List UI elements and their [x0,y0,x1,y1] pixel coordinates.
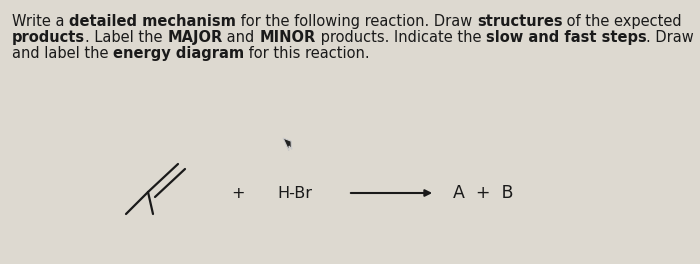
Text: Write a: Write a [12,14,69,29]
Text: H-Br: H-Br [277,186,312,200]
Text: MAJOR: MAJOR [167,30,223,45]
Text: and label the: and label the [12,46,113,61]
Text: products. Indicate the: products. Indicate the [316,30,486,45]
Text: structures: structures [477,14,563,29]
Text: . Label the: . Label the [85,30,167,45]
Text: . Draw: . Draw [647,30,694,45]
Text: A  +  B: A + B [453,184,514,202]
Text: for this reaction.: for this reaction. [244,46,370,61]
Text: for the following reaction. Draw: for the following reaction. Draw [236,14,477,29]
Text: energy diagram: energy diagram [113,46,244,61]
Text: products: products [12,30,85,45]
Text: and: and [223,30,260,45]
Text: detailed mechanism: detailed mechanism [69,14,236,29]
Polygon shape [283,138,292,151]
Text: of the expected: of the expected [563,14,682,29]
Text: MINOR: MINOR [260,30,316,45]
Text: +: + [231,186,245,200]
Text: slow and fast steps: slow and fast steps [486,30,647,45]
